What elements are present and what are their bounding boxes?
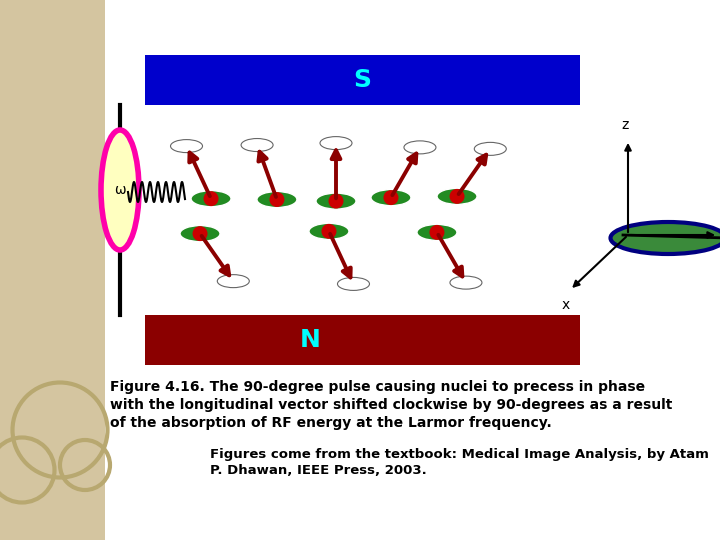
Ellipse shape	[338, 278, 369, 291]
Ellipse shape	[316, 193, 356, 209]
Circle shape	[204, 191, 219, 206]
Ellipse shape	[191, 191, 231, 207]
Ellipse shape	[611, 222, 720, 254]
Text: with the longitudinal vector shifted clockwise by 90-degrees as a result: with the longitudinal vector shifted clo…	[110, 398, 672, 412]
Bar	[145, 55, 580, 105]
Ellipse shape	[309, 224, 349, 239]
Text: x: x	[562, 298, 570, 312]
Circle shape	[192, 226, 207, 241]
Circle shape	[321, 224, 336, 239]
Text: of the absorption of RF energy at the Larmor frequency.: of the absorption of RF energy at the La…	[110, 416, 552, 430]
Circle shape	[328, 194, 343, 208]
Ellipse shape	[450, 276, 482, 289]
Ellipse shape	[404, 141, 436, 154]
Text: P. Dhawan, IEEE Press, 2003.: P. Dhawan, IEEE Press, 2003.	[210, 464, 427, 477]
Ellipse shape	[474, 143, 506, 156]
Ellipse shape	[217, 275, 249, 288]
Text: z: z	[621, 118, 629, 132]
Ellipse shape	[257, 192, 297, 207]
Circle shape	[429, 225, 444, 240]
Ellipse shape	[171, 139, 202, 153]
Bar	[0, 0, 105, 540]
Text: S: S	[354, 68, 372, 92]
Ellipse shape	[320, 137, 352, 150]
Ellipse shape	[180, 226, 220, 241]
Circle shape	[384, 190, 398, 205]
Ellipse shape	[101, 130, 139, 250]
Circle shape	[269, 192, 284, 207]
Text: Figures come from the textbook: Medical Image Analysis, by Atam: Figures come from the textbook: Medical …	[210, 448, 709, 461]
Text: ω: ω	[114, 183, 126, 197]
Bar	[145, 315, 580, 365]
Ellipse shape	[417, 225, 457, 240]
Ellipse shape	[437, 188, 477, 204]
Ellipse shape	[371, 190, 411, 206]
Text: N: N	[300, 328, 320, 352]
Circle shape	[449, 189, 464, 204]
Ellipse shape	[241, 139, 273, 152]
Text: Figure 4.16. The 90-degree pulse causing nuclei to precess in phase: Figure 4.16. The 90-degree pulse causing…	[110, 380, 645, 394]
